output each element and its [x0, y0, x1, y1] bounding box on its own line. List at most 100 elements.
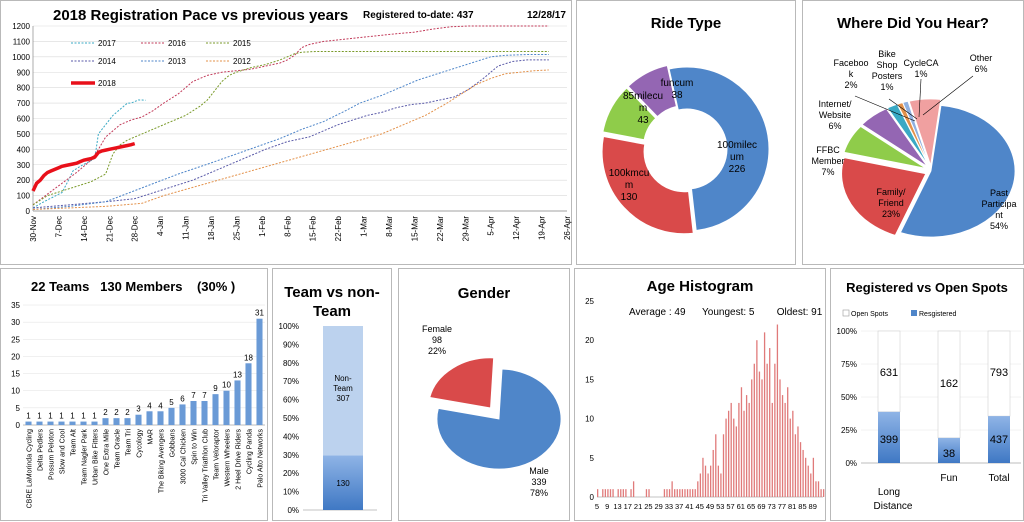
pace-xtick: 1-Feb	[258, 215, 267, 236]
teams-bar	[80, 421, 87, 425]
ride-slice	[602, 87, 657, 141]
age-bar	[735, 426, 737, 497]
teams-bar	[190, 401, 197, 425]
teams-category-label: Team Veloraptor	[214, 428, 221, 480]
age-bar	[725, 418, 727, 497]
teams-value-label: 4	[158, 401, 163, 410]
age-bar	[679, 489, 681, 497]
hear-label-internet: Internet/Website 6%	[818, 99, 852, 131]
hear-label-past: Past Participa nt 54%	[981, 188, 1016, 231]
teams-value-label: 1	[48, 412, 53, 421]
teams-bar	[113, 418, 120, 425]
pace-ytick: 1100	[13, 37, 31, 46]
age-bar	[597, 489, 599, 497]
teamvs-ytick: 80%	[283, 359, 299, 368]
pace-series-2018	[31, 141, 136, 192]
hear-slice	[843, 126, 926, 169]
teams-value-label: 18	[244, 353, 253, 362]
pace-xtick: 8-Mar	[385, 216, 394, 237]
age-bar	[753, 363, 755, 497]
teams-bar	[168, 407, 175, 425]
teams-value-label: 10	[222, 381, 231, 390]
pace-ytick: 600	[17, 115, 31, 124]
age-bar	[632, 481, 635, 497]
pace-xtick: 19-Apr	[538, 216, 547, 240]
open-fun-value: 162	[940, 378, 958, 390]
teams-bar	[223, 390, 230, 425]
teamvs-ytick: 30%	[283, 451, 299, 460]
open-segment	[937, 330, 961, 439]
age-bar	[743, 410, 745, 497]
hear-slice	[841, 157, 927, 236]
pace-xtick: 15-Feb	[309, 215, 318, 241]
age-bar	[694, 489, 696, 497]
age-bar	[604, 489, 607, 497]
age-bar	[715, 434, 717, 497]
teams-panel: 22 Teams 130 Members (30% ) 0 5 10 15 20 25 30…	[0, 268, 268, 521]
age-title: Age Histogram	[646, 278, 754, 295]
pace-xtick: 21-Dec	[105, 216, 114, 242]
open-spots-panel: Registered vs Open Spots Open Spots Resg…	[830, 268, 1024, 521]
teams-category-label: Palo Alto Networks	[258, 429, 265, 488]
hear-label-ffbc: FFBC Member 7%	[811, 145, 844, 177]
teams-value-label: 4	[147, 401, 152, 410]
age-xtick: 25	[644, 502, 652, 511]
pace-ytick: 300	[17, 161, 31, 170]
registered-to-date: Registered to-date: 437	[363, 10, 474, 21]
age-bar	[748, 402, 750, 497]
age-bar	[784, 402, 786, 497]
teams-category-label: Team Tri	[126, 429, 133, 456]
teams-category-label: The Biking Avengers	[159, 429, 166, 494]
teams-value-label: 1	[37, 412, 42, 421]
female-label: Female 98 22%	[422, 324, 452, 356]
pace-ytick: 900	[17, 68, 31, 77]
teamvs-ytick: 20%	[283, 469, 299, 478]
pace-legend-label: 2013	[168, 57, 186, 66]
teams-category-label: Western Wheelers	[225, 429, 232, 487]
age-bar	[612, 489, 614, 497]
pace-xtick: 30-Nov	[29, 216, 38, 242]
nonteam-segment	[323, 326, 363, 456]
age-bar	[799, 442, 802, 497]
age-bar	[676, 489, 678, 497]
teams-category-label: Spin to Win	[192, 429, 199, 465]
open-spots-title: Registered vs Open Spots	[846, 280, 1008, 295]
age-bar	[663, 489, 666, 497]
age-xtick: 81	[788, 502, 796, 511]
pace-legend-label: 2014	[98, 57, 116, 66]
gender-panel: Gender Female 98 22% Male 339 78%	[398, 268, 570, 521]
pace-ytick: 0	[26, 207, 31, 216]
teams-ytick: 30	[11, 318, 20, 327]
where-heard-title: Where Did You Hear?	[837, 15, 989, 32]
teams-value-label: 6	[180, 394, 185, 403]
age-bar	[668, 489, 671, 497]
legend-open-label: Open Spots	[851, 311, 888, 318]
age-bar	[674, 489, 676, 497]
pace-xtick: 28-Dec	[131, 216, 140, 242]
teams-value-label: 5	[169, 398, 174, 407]
age-bar	[738, 402, 740, 497]
teams-value-label: 1	[92, 412, 97, 421]
teams-ytick: 10	[11, 387, 20, 396]
pace-legend-label: 2016	[168, 39, 186, 48]
age-bar	[779, 379, 781, 497]
open-ytick: 50%	[841, 393, 857, 402]
pace-xtick: 14-Dec	[80, 216, 89, 242]
teams-bar	[124, 418, 131, 425]
age-bar	[648, 489, 650, 497]
pace-ytick: 1000	[12, 53, 30, 62]
age-bar	[751, 379, 753, 497]
pace-line-chart: 0 100 200 300 400 500 600 700 800 900 1000 1100 1200…	[12, 22, 572, 242]
age-bar	[794, 434, 797, 497]
teams-value-label: 1	[26, 412, 31, 421]
age-xtick: 77	[778, 502, 786, 511]
age-bar	[689, 489, 691, 497]
teams-bar	[47, 421, 54, 425]
age-bar	[630, 489, 632, 497]
age-bar	[681, 489, 684, 497]
age-bar	[733, 418, 735, 497]
teams-category-label: One Extra Mile	[104, 429, 111, 475]
age-bar	[692, 489, 694, 497]
